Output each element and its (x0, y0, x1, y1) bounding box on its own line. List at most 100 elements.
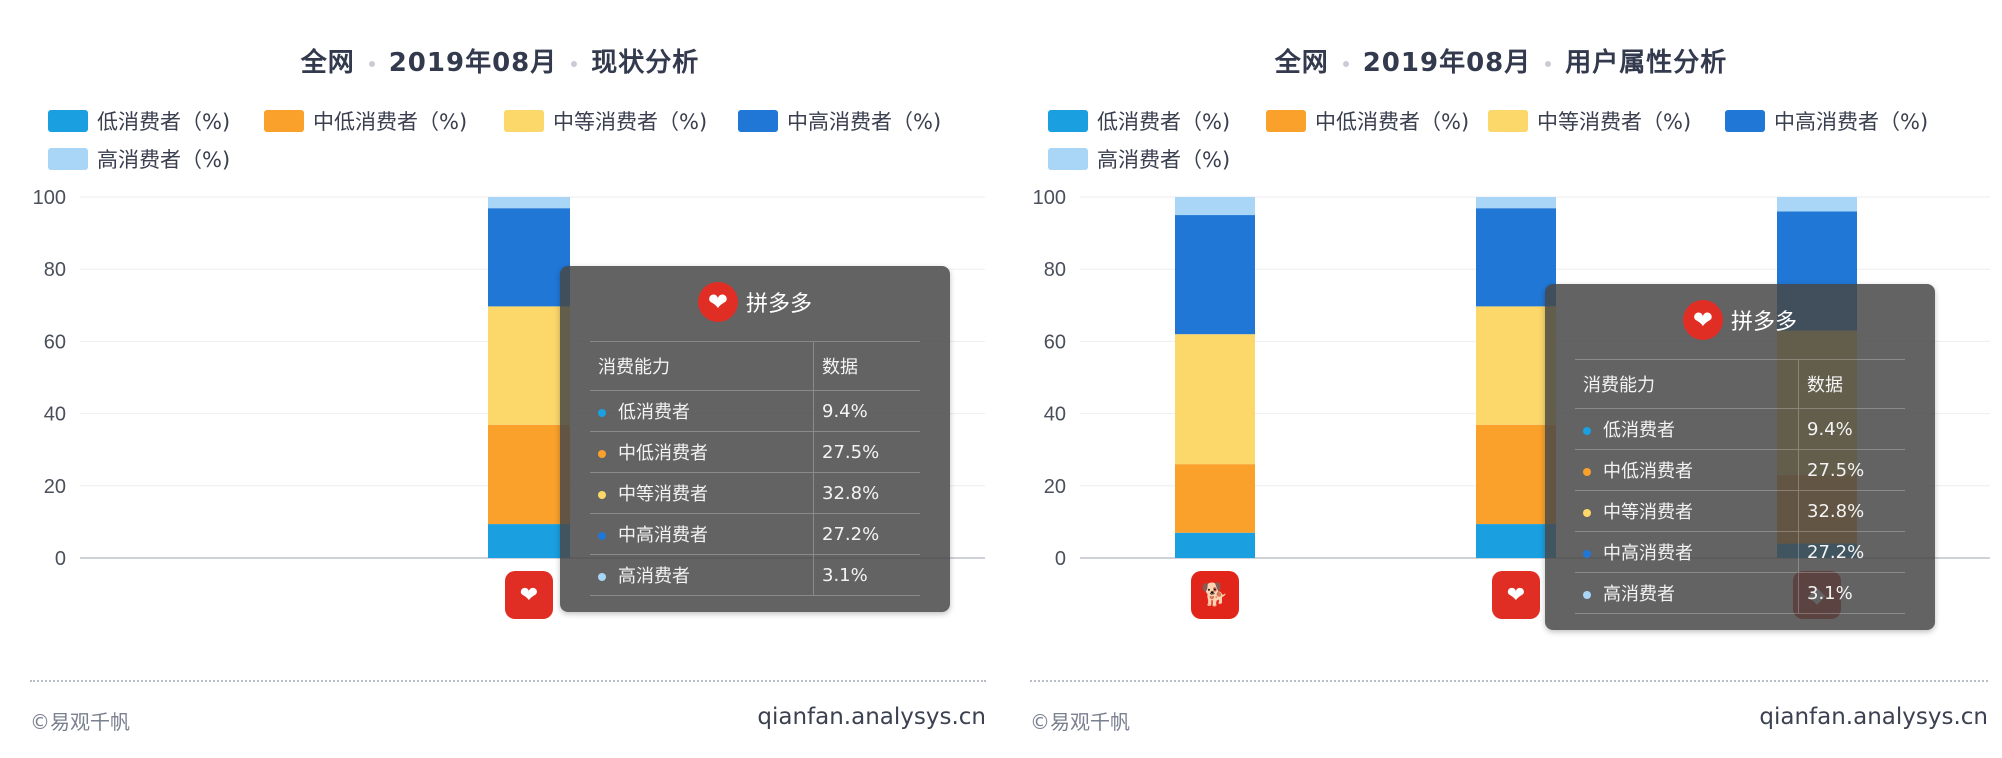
tooltip-header: ❤ 拼多多 (1545, 300, 1935, 340)
tooltip-row: 高消费者 3.1% (1575, 572, 1905, 614)
title-date: 2019年08月 (388, 48, 558, 78)
title-topic: 现状分析 (591, 48, 700, 78)
legend-item-mid[interactable]: 中等消费者（%) (504, 106, 707, 136)
y-tick-label: 60 (44, 331, 66, 353)
series-dot (1583, 468, 1591, 476)
legend-item-high[interactable]: 高消费者（%) (1048, 144, 1230, 174)
bar-segment-mid[interactable] (1175, 334, 1255, 465)
legend-swatch (1048, 148, 1088, 170)
tooltip-header-row: 消费能力 数据 (1575, 359, 1905, 409)
bar-segment-midlow[interactable] (1476, 424, 1556, 525)
tooltip-row: 中高消费者 27.2% (590, 513, 920, 555)
y-tick-label: 100 (1033, 187, 1066, 209)
y-tick-label: 40 (44, 404, 66, 426)
column-header: 数据 (1798, 359, 1905, 409)
bar-segment-low[interactable] (1476, 524, 1556, 558)
chart-title: 全网 2019年08月 现状分析 (0, 42, 1000, 79)
title-scope: 全网 (300, 48, 355, 78)
series-label: 中等消费者 (1603, 502, 1693, 523)
legend-item-low[interactable]: 低消费者（%) (48, 106, 230, 136)
tooltip-row: 中低消费者 27.5% (590, 431, 920, 473)
bar-segment-midlow[interactable] (488, 424, 570, 525)
y-tick-label: 0 (1055, 548, 1066, 570)
bar-segment-midhigh[interactable] (1476, 208, 1556, 307)
jd-icon: 🐕 (1191, 571, 1239, 619)
legend-swatch (1725, 110, 1765, 132)
legend-swatch (1266, 110, 1306, 132)
tooltip-row-label: 中等消费者 (590, 472, 814, 514)
title-separator (571, 60, 578, 67)
legend-item-high[interactable]: 高消费者（%) (48, 144, 230, 174)
tooltip-row-value: 27.5% (813, 431, 920, 473)
title-separator (1342, 60, 1349, 67)
bar-segment-mid[interactable] (1476, 306, 1556, 425)
legend-item-mid[interactable]: 中等消费者（%) (1488, 106, 1691, 136)
y-tick-label: 40 (1044, 404, 1066, 426)
tooltip-row: 中等消费者 32.8% (590, 472, 920, 514)
bar-segment-mid[interactable] (488, 306, 570, 425)
tooltip-row: 高消费者 3.1% (590, 554, 920, 596)
tooltip-row-value: 27.2% (813, 513, 920, 555)
tooltip-row-label: 中等消费者 (1575, 490, 1799, 532)
legend-label: 中低消费者（%) (1315, 110, 1470, 134)
legend-label: 中高消费者（%) (787, 110, 942, 134)
series-label: 低消费者 (1603, 420, 1675, 441)
title-scope: 全网 (1274, 48, 1329, 78)
tooltip-row-label: 中高消费者 (1575, 531, 1799, 573)
series-dot (598, 409, 606, 417)
legend-item-midhigh[interactable]: 中高消费者（%) (738, 106, 941, 136)
column-header: 消费能力 (1575, 359, 1799, 409)
bar-segment-midlow[interactable] (1175, 464, 1255, 533)
tooltip-row-value: 27.5% (1798, 449, 1905, 491)
chart-title: 全网 2019年08月 用户属性分析 (1000, 42, 2002, 79)
series-dot (598, 532, 606, 540)
legend-swatch (48, 110, 88, 132)
copyright-text: ©易观千帆 (30, 710, 130, 734)
tooltip-row-value: 3.1% (813, 554, 920, 596)
series-label: 中高消费者 (1603, 543, 1693, 564)
tooltip-row: 低消费者 9.4% (590, 390, 920, 432)
bar-segment-high[interactable] (488, 197, 570, 209)
series-label: 中等消费者 (618, 484, 708, 505)
legend-item-midhigh[interactable]: 中高消费者（%) (1725, 106, 1928, 136)
legend-item-midlow[interactable]: 中低消费者（%) (1266, 106, 1469, 136)
series-label: 高消费者 (1603, 584, 1675, 605)
pinduoduo-icon: ❤ (697, 282, 738, 322)
bar-segment-low[interactable] (488, 524, 570, 558)
legend[interactable]: 低消费者（%) 中低消费者（%) 中等消费者（%) 中高消费者（%) 高消费者（%) (1048, 106, 1982, 186)
chart-panel-left: 全网 2019年08月 现状分析 低消费者（%) 中低消费者（%) 中等消费者（%) 中高… (0, 0, 1000, 758)
bar-segment-midhigh[interactable] (488, 208, 570, 307)
title-topic: 用户属性分析 (1565, 48, 1728, 78)
bar-segment-midhigh[interactable] (1175, 215, 1255, 335)
chart-tooltip: ❤ 拼多多 消费能力 数据 低消费者 9.4% 中低消费者 27.5% 中等消费者 32.8%… (1545, 284, 1935, 630)
legend-item-midlow[interactable]: 中低消费者（%) (264, 106, 467, 136)
copyright-text: ©易观千帆 (1030, 710, 1130, 734)
series-dot (598, 491, 606, 499)
series-label: 中高消费者 (618, 525, 708, 546)
bar-segment-high[interactable] (1777, 197, 1857, 212)
source-link[interactable]: qianfan.analysys.cn (1759, 704, 1988, 730)
legend-item-low[interactable]: 低消费者（%) (1048, 106, 1230, 136)
tooltip-row-label: 低消费者 (1575, 408, 1799, 450)
y-tick-label: 100 (33, 187, 66, 209)
tooltip-row-label: 高消费者 (1575, 572, 1799, 614)
bar-segment-high[interactable] (1175, 197, 1255, 216)
legend-label: 中高消费者（%) (1774, 110, 1929, 134)
bar-segment-low[interactable] (1175, 532, 1255, 558)
y-tick-label: 20 (1044, 476, 1066, 498)
source-link[interactable]: qianfan.analysys.cn (757, 704, 986, 730)
series-dot (1583, 591, 1591, 599)
legend[interactable]: 低消费者（%) 中低消费者（%) 中等消费者（%) 中高消费者（%) 高消费者（%) (48, 106, 980, 186)
title-date: 2019年08月 (1362, 48, 1532, 78)
tooltip-table: 消费能力 数据 低消费者 9.4% 中低消费者 27.5% 中等消费者 32.8% 中高消费者 2… (1575, 359, 1905, 614)
tooltip-row: 低消费者 9.4% (1575, 408, 1905, 450)
tooltip-row-label: 中低消费者 (1575, 449, 1799, 491)
series-label: 中低消费者 (1603, 461, 1693, 482)
legend-swatch (738, 110, 778, 132)
tooltip-app-name: 拼多多 (745, 292, 812, 317)
bar-segment-high[interactable] (1476, 197, 1556, 209)
y-tick-label: 20 (44, 476, 66, 498)
tooltip-header: ❤ 拼多多 (560, 282, 950, 322)
pinduoduo-icon: ❤ (1682, 300, 1723, 340)
tooltip-row-label: 中高消费者 (590, 513, 814, 555)
